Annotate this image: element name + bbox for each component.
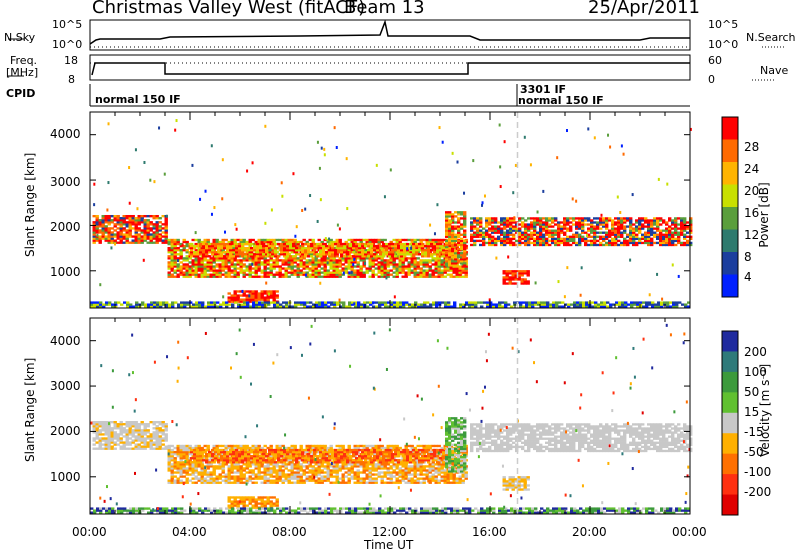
velocity-ylabel: Slant Range [km] (23, 357, 37, 462)
velocity-colorbar-label: Velocity [m s⁻¹] (758, 363, 772, 457)
power-ytick-4000: 4000 (50, 127, 81, 141)
velocity-cbar-tick-m100: -100 (744, 465, 772, 479)
xtick-0400: 04:00 (172, 525, 207, 539)
xtick-0800: 08:00 (272, 525, 307, 539)
nsearch-label: N.Search (746, 31, 796, 44)
velocity-ytick-1000: 1000 (50, 470, 81, 484)
power-ytick-1000: 1000 (50, 265, 81, 279)
velocity-ytick-3000: 3000 (50, 379, 81, 393)
nave-tick-low: 0 (708, 73, 715, 86)
cpid-entry-3: normal 150 IF (518, 94, 604, 107)
date-label: 25/Apr/2011 (588, 0, 700, 18)
nave-tick-high: 60 (708, 54, 722, 67)
nsky-tick-low: 10^0 (52, 38, 83, 51)
power-ylabel: Slant Range [km] (23, 152, 37, 257)
cpid-label: CPID (6, 87, 36, 100)
power-ytick-3000: 3000 (50, 175, 81, 189)
xtick-2400: 00:00 (672, 525, 707, 539)
power-cbar-tick-8: 8 (744, 250, 752, 264)
velocity-cbar-tick-15: 15 (744, 405, 760, 419)
power-cbar-tick-12: 12 (744, 228, 760, 242)
power-cbar-tick-20: 20 (744, 184, 760, 198)
beam-label: Beam 13 (344, 0, 425, 18)
velocity-ytick-2000: 2000 (50, 424, 81, 438)
nsky-label: N.Sky (4, 31, 36, 44)
velocity-cbar-tick-200: 200 (744, 345, 767, 359)
power-colorbar (721, 116, 739, 298)
nsearch-tick-high: 10^5 (708, 18, 739, 31)
power-colorbar-label: Power [dB] (757, 182, 771, 248)
power-cbar-tick-4: 4 (744, 270, 752, 284)
xaxis-label: Time UT (364, 538, 414, 552)
status-strip (8, 19, 786, 107)
nsky-tick-high: 10^5 (52, 18, 83, 31)
radar-title: Christmas Valley West (fitACF) (92, 0, 366, 18)
velocity-cbar-tick-m50: -50 (744, 445, 764, 459)
power-cbar-tick-16: 16 (744, 206, 760, 220)
cpid-entry-1: normal 150 IF (95, 93, 181, 106)
xtick-1600: 16:00 (472, 525, 507, 539)
velocity-cbar-tick-50: 50 (744, 385, 760, 399)
velocity-ytick-4000: 4000 (50, 334, 81, 348)
nave-label: Nave (760, 64, 789, 77)
freq-tick-high: 18 (64, 54, 78, 67)
velocity-heatmap (89, 317, 693, 515)
power-heatmap (89, 111, 693, 309)
velocity-colorbar (721, 330, 739, 516)
freq-tick-low: 8 (68, 73, 75, 86)
nsearch-tick-low: 10^0 (708, 38, 739, 51)
velocity-cbar-tick-m200: -200 (744, 485, 772, 499)
power-ytick-2000: 2000 (50, 220, 81, 234)
xtick-0000: 00:00 (72, 525, 107, 539)
xtick-1200: 12:00 (372, 525, 407, 539)
freq-label: Freq. (10, 54, 38, 67)
cpid-entry-2: 3301 IF (520, 83, 567, 96)
power-cbar-tick-24: 24 (744, 162, 760, 176)
power-cbar-tick-28: 28 (744, 140, 760, 154)
velocity-cbar-tick-100: 100 (744, 365, 767, 379)
velocity-cbar-tick-m15: -15 (744, 425, 764, 439)
xtick-2000: 20:00 (572, 525, 607, 539)
